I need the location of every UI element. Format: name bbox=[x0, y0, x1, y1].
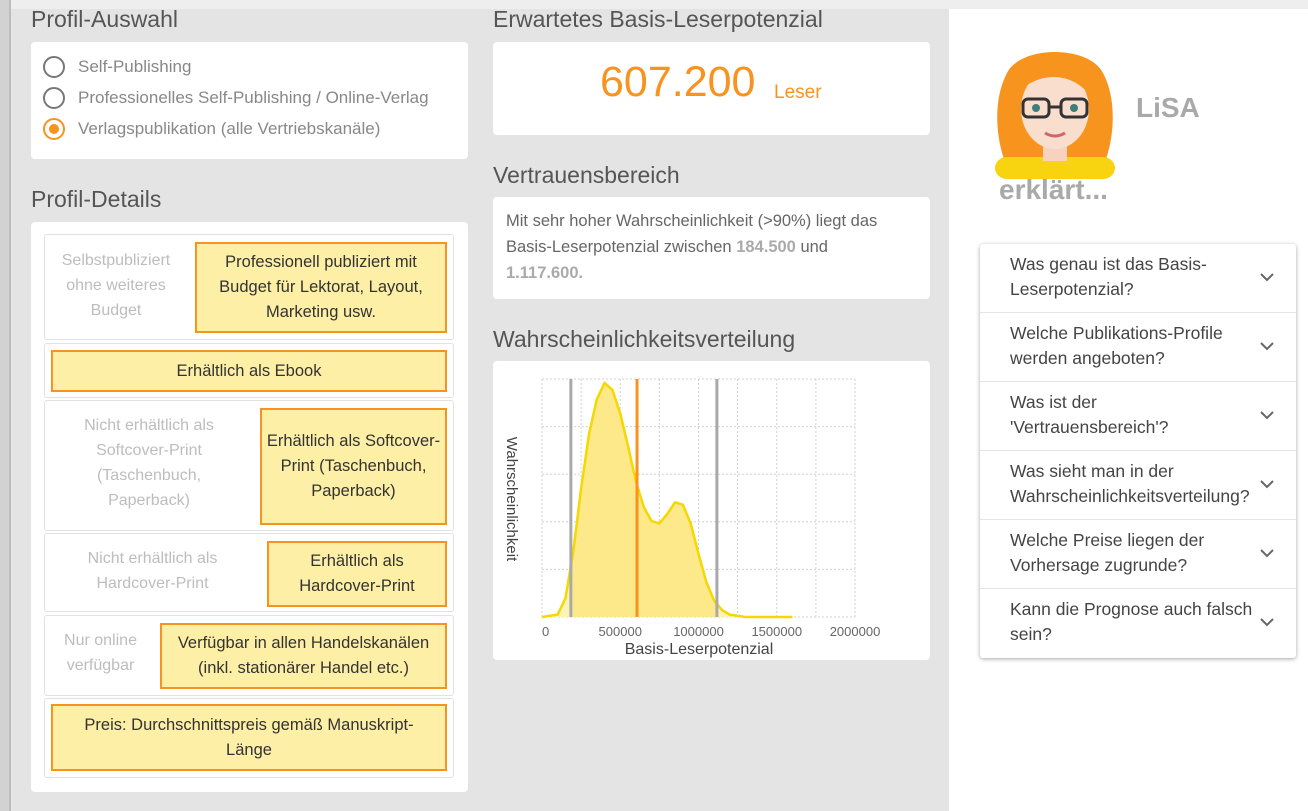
faq-question: Was genau ist das Basis-Leserpotenzial? bbox=[1010, 254, 1207, 299]
detail-row-price: Preis: Durchschnittspreis gemäß Manuskri… bbox=[44, 698, 454, 778]
confidence-text: Mit sehr hoher Wahrscheinlichkeit (>90%)… bbox=[506, 208, 906, 286]
distribution-chart: 0 500000 1000000 1500000 2000000 Basis-Leserp… bbox=[503, 378, 881, 658]
faq-item[interactable]: Welche Publikations-Profile werden angeb… bbox=[980, 313, 1296, 382]
chevron-down-icon[interactable] bbox=[1260, 272, 1274, 282]
detail-grey-text: Nur online verfügbar bbox=[64, 632, 137, 674]
top-bar bbox=[0, 0, 1308, 9]
chevron-down-icon[interactable] bbox=[1260, 479, 1274, 489]
chevron-down-icon[interactable] bbox=[1260, 410, 1274, 420]
potential-title: Erwartetes Basis-Leserpotenzial bbox=[493, 6, 823, 32]
detail-grey-text: Nicht erhältlich als Hardcover-Print bbox=[87, 550, 218, 592]
x-tick-label: 1000000 bbox=[673, 624, 724, 639]
confidence-text-before: Mit sehr hoher Wahrscheinlichkeit (>90%)… bbox=[506, 212, 878, 256]
faq-item[interactable]: Was ist der 'Vertrauensbereich'? bbox=[980, 382, 1296, 451]
chevron-down-icon[interactable] bbox=[1260, 548, 1274, 558]
y-axis-label: Wahrscheinlichkeit bbox=[503, 437, 520, 562]
detail-row-softcover: Nicht erhältlich als Softcover-Print (Ta… bbox=[44, 400, 454, 531]
chevron-down-icon[interactable] bbox=[1260, 617, 1274, 627]
confidence-high: 1.117.600. bbox=[506, 264, 584, 282]
confidence-title: Vertrauensbereich bbox=[493, 162, 680, 188]
x-tick-label: 1500000 bbox=[751, 624, 802, 639]
confidence-card: Mit sehr hoher Wahrscheinlichkeit (>90%)… bbox=[493, 197, 930, 299]
potential-unit: Leser bbox=[774, 82, 822, 103]
distribution-line bbox=[541, 380, 793, 619]
faq-question: Welche Preise liegen der Vorhersage zugr… bbox=[1010, 530, 1205, 575]
x-tick-label: 500000 bbox=[599, 624, 642, 639]
detail-highlight: Verfügbar in allen Handelskanälen (inkl.… bbox=[160, 623, 447, 689]
detail-highlight: Erhältlich als Ebook bbox=[51, 350, 447, 392]
x-tick-label: 0 bbox=[542, 624, 549, 639]
left-scroll-strip bbox=[0, 0, 11, 811]
profile-selection-title: Profil-Auswahl bbox=[31, 6, 178, 32]
faq-question: Was sieht man in der Wahrscheinlichkeits… bbox=[1010, 461, 1250, 506]
detail-row-channels: Nur online verfügbar Verfügbar in allen … bbox=[44, 615, 454, 696]
potential-card: 607.200 Leser bbox=[493, 42, 930, 135]
profile-details-card: Selbstpubliziert ohne weiteres Budget Pr… bbox=[31, 222, 468, 792]
detail-row-ebook: Erhältlich als Ebook bbox=[44, 343, 454, 398]
faq-item[interactable]: Was sieht man in der Wahrscheinlichkeits… bbox=[980, 451, 1296, 520]
radio-label: Verlagspublikation (alle Vertriebskanäle… bbox=[78, 119, 381, 138]
detail-grey-text: Selbstpubliziert ohne weiteres Budget bbox=[61, 252, 171, 319]
radio-label: Self-Publishing bbox=[78, 57, 192, 76]
faq-item[interactable]: Was genau ist das Basis-Leserpotenzial? bbox=[980, 244, 1296, 313]
detail-row-hardcover: Nicht erhältlich als Hardcover-Print Erh… bbox=[44, 533, 454, 612]
profile-selection-card: Self-Publishing Professionelles Self-Pub… bbox=[31, 42, 468, 159]
faq-list: Was genau ist das Basis-Leserpotenzial? … bbox=[980, 244, 1296, 658]
radio-professional-self-publishing[interactable]: Professionelles Self-Publishing / Online… bbox=[43, 87, 429, 109]
x-axis-label: Basis-Leserpotenzial bbox=[625, 641, 774, 658]
confidence-text-mid: und bbox=[795, 238, 828, 256]
assistant-subtitle: erklärt... bbox=[999, 174, 1108, 205]
profile-details-title: Profil-Details bbox=[31, 186, 162, 212]
radio-selected-icon[interactable] bbox=[43, 118, 65, 140]
x-tick-label: 2000000 bbox=[830, 624, 881, 639]
detail-highlight: Preis: Durchschnittspreis gemäß Manuskri… bbox=[51, 704, 447, 771]
radio-icon[interactable] bbox=[43, 87, 65, 109]
assistant-name: LiSA bbox=[1136, 92, 1200, 123]
detail-highlight: Professionell publiziert mit Budget für … bbox=[195, 242, 447, 333]
faq-question: Kann die Prognose auch falsch sein? bbox=[1010, 599, 1253, 644]
radio-self-publishing[interactable]: Self-Publishing bbox=[43, 56, 191, 78]
distribution-card: 0 500000 1000000 1500000 2000000 Basis-Leserp… bbox=[493, 361, 930, 660]
faq-item[interactable]: Welche Preise liegen der Vorhersage zugr… bbox=[980, 520, 1296, 589]
distribution-title: Wahrscheinlichkeitsverteilung bbox=[493, 326, 796, 352]
radio-publisher[interactable]: Verlagspublikation (alle Vertriebskanäle… bbox=[43, 118, 380, 140]
confidence-area bbox=[570, 383, 717, 617]
potential-value: 607.200 bbox=[600, 58, 756, 106]
radio-icon[interactable] bbox=[43, 56, 65, 78]
faq-question: Welche Publikations-Profile werden angeb… bbox=[1010, 323, 1223, 368]
detail-highlight: Erhältlich als Hardcover-Print bbox=[267, 541, 447, 607]
faq-question: Was ist der 'Vertrauensbereich'? bbox=[1010, 392, 1169, 437]
detail-highlight: Erhältlich als Softcover-Print (Taschenb… bbox=[260, 408, 447, 525]
confidence-low: 184.500 bbox=[736, 238, 796, 256]
detail-grey-text: Nicht erhältlich als Softcover-Print (Ta… bbox=[84, 417, 214, 509]
assistant-panel: LiSA erklärt... Was genau ist das Basis-… bbox=[949, 9, 1308, 811]
chevron-down-icon[interactable] bbox=[1260, 341, 1274, 351]
detail-row-budget: Selbstpubliziert ohne weiteres Budget Pr… bbox=[44, 234, 454, 340]
faq-item[interactable]: Kann die Prognose auch falsch sein? bbox=[980, 589, 1296, 658]
lisa-avatar-icon bbox=[995, 52, 1115, 179]
radio-label: Professionelles Self-Publishing / Online… bbox=[78, 88, 429, 107]
